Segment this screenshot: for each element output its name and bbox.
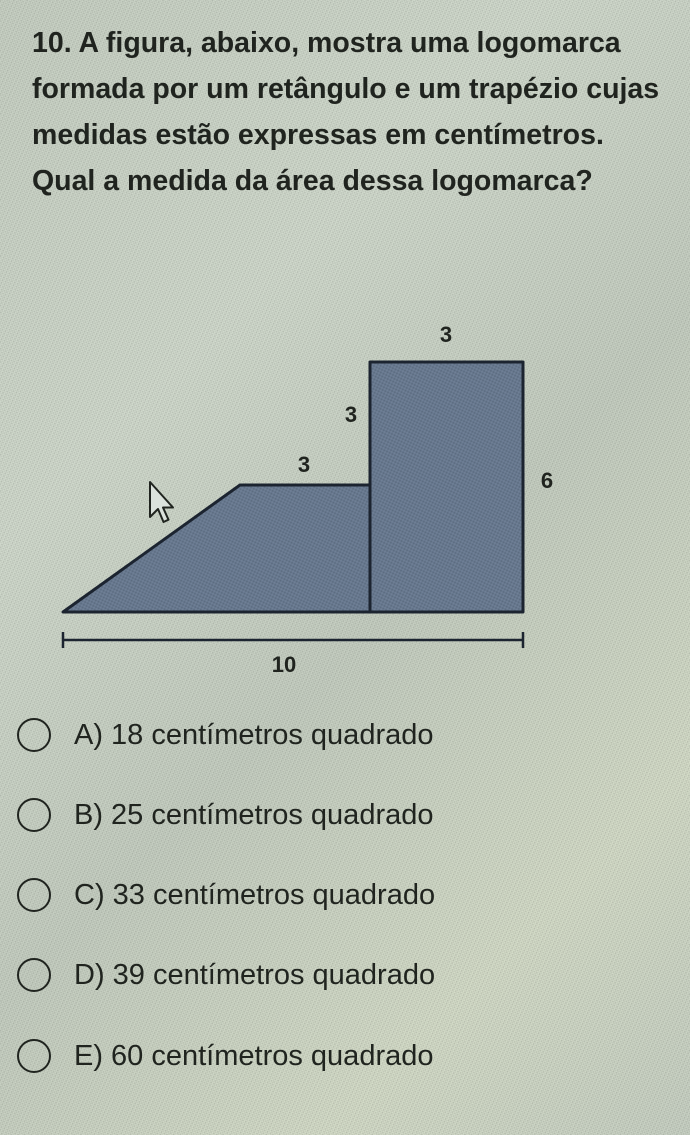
svg-text:3: 3	[345, 402, 357, 427]
svg-text:3: 3	[440, 322, 452, 347]
svg-text:6: 6	[541, 468, 553, 493]
svg-text:10: 10	[272, 652, 296, 677]
svg-text:3: 3	[298, 452, 310, 477]
